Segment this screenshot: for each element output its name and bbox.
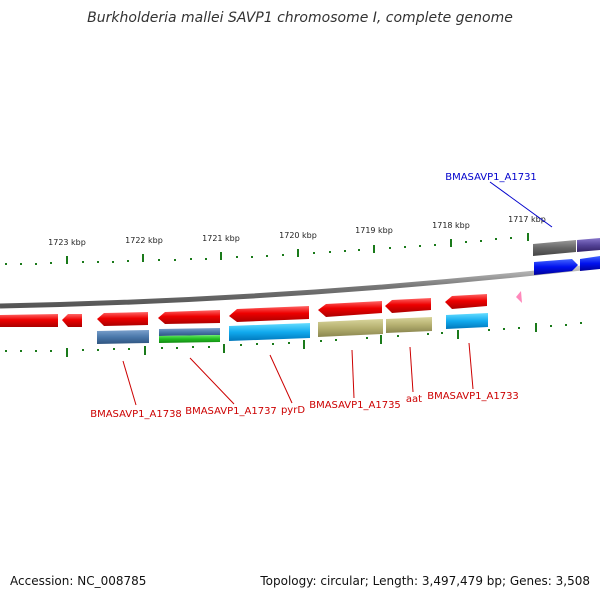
gene-feature[interactable] bbox=[580, 256, 600, 271]
gene-feature[interactable] bbox=[97, 330, 149, 344]
inner-major-ticks bbox=[66, 323, 537, 357]
tick-label: 1719 kbp bbox=[355, 226, 393, 235]
chromosome-backbone bbox=[0, 263, 600, 309]
gene-feature[interactable] bbox=[97, 312, 148, 326]
gene-feature[interactable] bbox=[159, 328, 220, 336]
reverse-cog-track bbox=[97, 313, 488, 344]
gene-feature[interactable] bbox=[446, 313, 488, 329]
rna-feature[interactable] bbox=[516, 291, 522, 303]
gene-feature[interactable] bbox=[318, 319, 383, 337]
gene-feature[interactable] bbox=[62, 314, 82, 327]
gene-label[interactable]: BMASAVP1_A1738 bbox=[90, 409, 182, 420]
inner-tick-track bbox=[5, 322, 582, 352]
gene-label[interactable]: BMASAVP1_A1733 bbox=[427, 391, 519, 402]
outer-major-ticks bbox=[66, 233, 529, 264]
gene-feature[interactable] bbox=[445, 294, 487, 309]
gene-feature[interactable] bbox=[533, 240, 576, 256]
genome-summary-text: Topology: circular; Length: 3,497,479 bp… bbox=[260, 574, 590, 588]
label-connector bbox=[489, 181, 553, 228]
reverse-label-connectors bbox=[122, 342, 474, 406]
tick-label: 1720 kbp bbox=[279, 231, 317, 240]
tick-label: 1722 kbp bbox=[125, 236, 163, 245]
gene-feature[interactable] bbox=[386, 317, 432, 333]
gene-feature[interactable] bbox=[229, 323, 310, 341]
gene-feature[interactable] bbox=[534, 259, 578, 275]
gene-feature[interactable] bbox=[159, 335, 220, 343]
gene-feature[interactable] bbox=[577, 238, 600, 252]
outer-tick-track bbox=[5, 237, 512, 265]
accession-text: Accession: NC_008785 bbox=[10, 574, 147, 588]
gene-label[interactable]: BMASAVP1_A1737 bbox=[185, 406, 277, 417]
gene-label-forward[interactable]: BMASAVP1_A1731 bbox=[445, 172, 537, 183]
tick-label: 1721 kbp bbox=[202, 234, 240, 243]
tick-label: 1718 kbp bbox=[432, 221, 470, 230]
gene-feature[interactable] bbox=[0, 314, 58, 327]
gene-feature[interactable] bbox=[318, 301, 382, 317]
gene-feature[interactable] bbox=[158, 310, 220, 324]
gene-label[interactable]: aat bbox=[406, 394, 422, 405]
kbp-tick-labels: 1723 kbp 1722 kbp 1721 kbp 1720 kbp 1719… bbox=[48, 215, 546, 247]
gene-label[interactable]: pyrD bbox=[281, 405, 305, 416]
map-title: Burkholderia mallei SAVP1 chromosome I, … bbox=[87, 10, 513, 26]
reverse-gene-labels: BMASAVP1_A1738 BMASAVP1_A1737 pyrD BMASA… bbox=[90, 391, 519, 420]
gene-feature[interactable] bbox=[385, 298, 431, 313]
tick-label: 1717 kbp bbox=[508, 215, 546, 224]
tick-label: 1723 kbp bbox=[48, 238, 86, 247]
forward-strand-features bbox=[533, 238, 600, 275]
gene-feature[interactable] bbox=[229, 306, 309, 322]
gene-label[interactable]: BMASAVP1_A1735 bbox=[309, 400, 401, 411]
reverse-cds-track bbox=[0, 291, 522, 327]
